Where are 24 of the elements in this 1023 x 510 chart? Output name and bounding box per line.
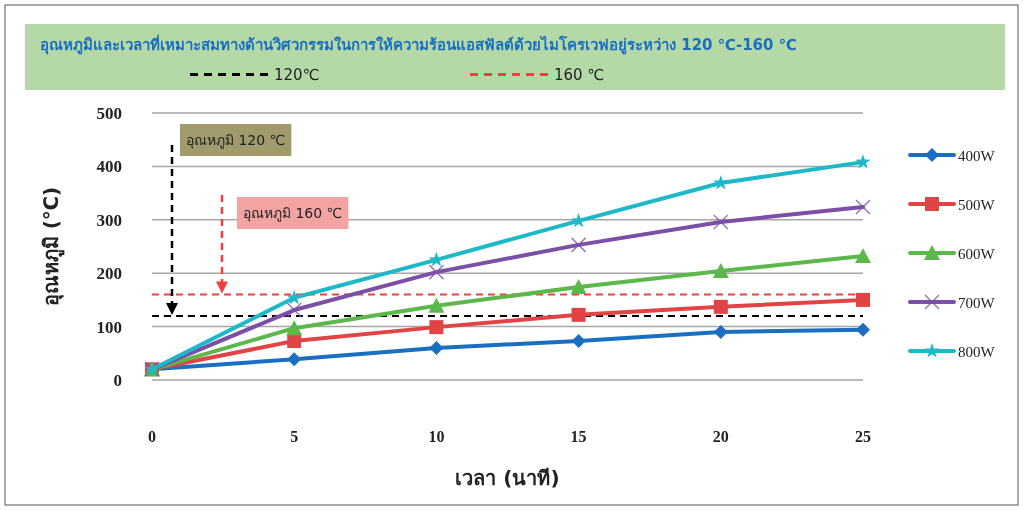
y-tick-label: 100	[96, 317, 122, 337]
legend-label: 400W	[958, 148, 996, 164]
x-tick-label: 20	[712, 428, 729, 445]
y-tick-label: 0	[113, 371, 122, 390]
x-tick-label: 15	[570, 428, 587, 445]
legend-label: 800W	[958, 344, 996, 360]
x-axis-title: เวลา (นาที)	[455, 466, 560, 490]
legend-label: 700W	[958, 295, 996, 311]
legend-label: 160 ℃	[554, 66, 605, 84]
y-tick-label: 500	[96, 104, 122, 123]
x-tick-label: 0	[148, 428, 156, 445]
legend-label: 120℃	[274, 66, 320, 84]
y-tick-label: 400	[96, 157, 122, 177]
x-tick-label: 25	[855, 428, 871, 445]
y-axis-title: อุณหภูมิ (℃)	[39, 186, 65, 307]
legend-label: 600W	[958, 246, 996, 262]
y-tick-label: 200	[96, 264, 122, 284]
annotation: อุณหภูมิ 120 ℃	[186, 132, 286, 149]
legend-label: 500W	[958, 197, 996, 213]
x-tick-label: 10	[428, 428, 445, 445]
annotation: อุณหภูมิ 160 ℃	[243, 205, 343, 222]
y-tick-label: 300	[96, 210, 122, 230]
x-tick-label: 5	[290, 428, 299, 445]
chart-title: อุณหภูมิและเวลาที่เหมาะสมทางด้านวิศวกรรมในการให้ความร้อนแอสฟัลต์ด้วยไมโครเวฟอยู่ระหว่าง 120 ℃-160 ℃	[40, 34, 797, 55]
